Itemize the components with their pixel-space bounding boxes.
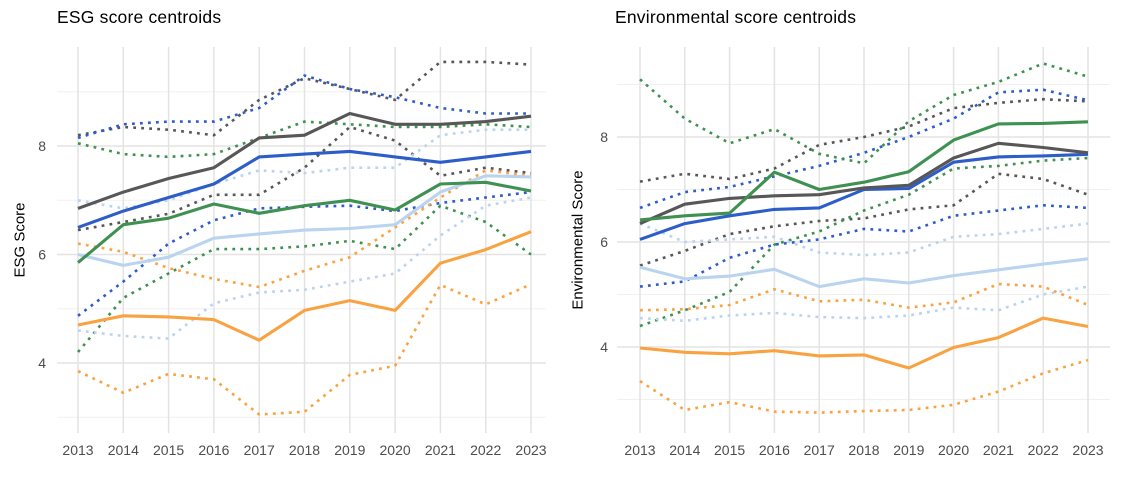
y-tick-label: 6 (600, 234, 608, 250)
series-green-cluster-lower-dotted (639, 156, 1089, 328)
x-tick-label: 2017 (244, 442, 275, 458)
y-tick-label: 4 (38, 355, 46, 371)
series-lightblue-cluster-centroid-solid (77, 174, 532, 267)
x-tick-label: 2016 (198, 442, 229, 458)
x-tick-label: 2023 (1072, 442, 1103, 458)
x-tick-label: 2014 (669, 442, 700, 458)
series-green-cluster-centroid-solid (77, 180, 532, 264)
chart-title-environmental: Environmental score centroids (615, 7, 857, 27)
series-lines (639, 62, 1089, 414)
x-tick-label: 2013 (624, 442, 655, 458)
series-blue-cluster-centroid-solid (77, 149, 532, 229)
series-lightblue-cluster-centroid-solid (639, 257, 1089, 289)
axis-labels: 4 6 8 2013 2014 2015 2016 2017 2018 2019 2020 2021 2… (600, 129, 1104, 458)
series-blue-cluster-upper-dotted (77, 74, 531, 140)
series-green-cluster-upper-dotted (77, 120, 532, 159)
series-orange-cluster-upper-dotted (77, 169, 532, 289)
series-lightblue-cluster-lower-dotted (77, 196, 532, 340)
x-tick-label: 2017 (804, 442, 835, 458)
series-blue-cluster-lower-dotted (77, 190, 532, 317)
x-tick-label: 2014 (108, 442, 139, 458)
x-tick-label: 2023 (515, 442, 546, 458)
gridlines (57, 47, 546, 433)
esg-score-chart: 4 6 8 2013 2014 2015 2016 2017 2018 2019 2020 2021 2… (38, 47, 547, 458)
x-tick-label: 2016 (759, 442, 790, 458)
series-blue-cluster-lower-dotted (639, 204, 1089, 288)
series-orange-cluster-centroid-solid (639, 316, 1089, 370)
y-tick-label: 6 (38, 247, 46, 263)
x-tick-label: 2018 (289, 442, 320, 458)
x-tick-label: 2021 (983, 442, 1014, 458)
series-orange-cluster-lower-dotted (639, 358, 1089, 414)
x-tick-label: 2020 (938, 442, 969, 458)
y-tick-label: 8 (600, 129, 608, 145)
series-green-cluster-lower-dotted (77, 204, 532, 353)
series-gray-cluster-centroid-solid (639, 141, 1089, 226)
x-tick-label: 2022 (1028, 442, 1059, 458)
environmental-score-chart: 4 6 8 2013 2014 2015 2016 2017 2018 2019 2020 2021 2… (600, 47, 1110, 458)
chart-title-esg: ESG score centroids (57, 7, 222, 27)
x-tick-label: 2019 (334, 442, 365, 458)
series-lines (77, 60, 532, 416)
series-lightblue-cluster-lower-dotted (639, 285, 1089, 323)
x-tick-label: 2015 (153, 442, 184, 458)
series-gray-cluster-upper-dotted (639, 97, 1089, 183)
x-tick-label: 2021 (425, 442, 456, 458)
x-tick-label: 2015 (714, 442, 745, 458)
gridlines (617, 47, 1110, 433)
y-tick-label: 8 (38, 138, 46, 154)
x-tick-label: 2013 (62, 442, 93, 458)
series-gray-cluster-centroid-solid (77, 111, 532, 210)
series-lightblue-cluster-upper-dotted (77, 128, 531, 210)
y-tick-label: 4 (600, 339, 608, 355)
series-orange-cluster-centroid-solid (77, 230, 532, 342)
series-blue-cluster-upper-dotted (639, 88, 1089, 210)
series-green-cluster-centroid-solid (639, 120, 1089, 222)
x-tick-label: 2018 (848, 442, 879, 458)
x-tick-label: 2019 (893, 442, 924, 458)
series-blue-cluster-centroid-solid (639, 152, 1089, 241)
x-tick-label: 2022 (470, 442, 501, 458)
axis-labels: 4 6 8 2013 2014 2015 2016 2017 2018 2019 2020 2021 2… (38, 138, 547, 458)
x-tick-label: 2020 (380, 442, 411, 458)
